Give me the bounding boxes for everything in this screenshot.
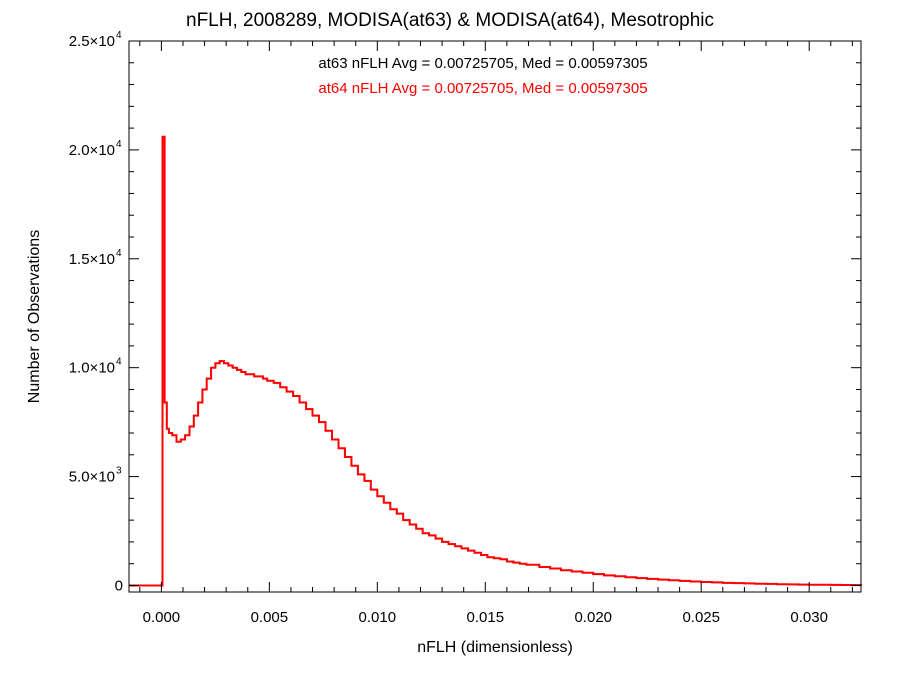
series-line-0	[129, 135, 862, 587]
x-tick-label: 0.000	[143, 609, 181, 626]
annotation-at63: at63 nFLH Avg = 0.00725705, Med = 0.0059…	[318, 55, 647, 72]
series-line-1	[129, 136, 862, 587]
y-tick-label: 2.0×10	[69, 142, 115, 159]
y-tick-exponent: 4	[116, 139, 122, 150]
y-axis-label: Number of Observations	[26, 230, 43, 403]
y-tick-label: 5.0×10	[69, 469, 115, 486]
tick-label-layer: 0.000 0.005 0.010 0.015 0.020 0.025 0.030 0 5.0×…	[69, 30, 828, 626]
x-axis-label: nFLH (dimensionless)	[417, 639, 573, 656]
y-tick-exponent: 4	[116, 357, 122, 368]
data-layer	[129, 135, 862, 587]
y-tick-label: 1.0×10	[69, 360, 115, 377]
plot-frame	[128, 40, 862, 593]
x-tick-label: 0.020	[574, 609, 612, 626]
y-tick-exponent: 4	[116, 248, 122, 259]
x-tick-label: 0.010	[359, 609, 397, 626]
y-tick-exponent: 4	[116, 30, 122, 41]
x-tick-label: 0.005	[251, 609, 289, 626]
x-tick-label: 0.025	[682, 609, 720, 626]
x-tick-label: 0.030	[790, 609, 828, 626]
x-tick-label: 0.015	[467, 609, 505, 626]
tick-layer	[129, 40, 861, 592]
annotation-at64: at64 nFLH Avg = 0.00725705, Med = 0.0059…	[318, 80, 647, 97]
y-tick-exponent: 3	[116, 466, 122, 477]
y-tick-label: 1.5×10	[69, 251, 115, 268]
y-tick-label: 2.5×10	[69, 33, 115, 50]
chart-title: nFLH, 2008289, MODISA(at63) & MODISA(at6…	[186, 10, 714, 31]
y-tick-label: 0	[115, 577, 123, 594]
